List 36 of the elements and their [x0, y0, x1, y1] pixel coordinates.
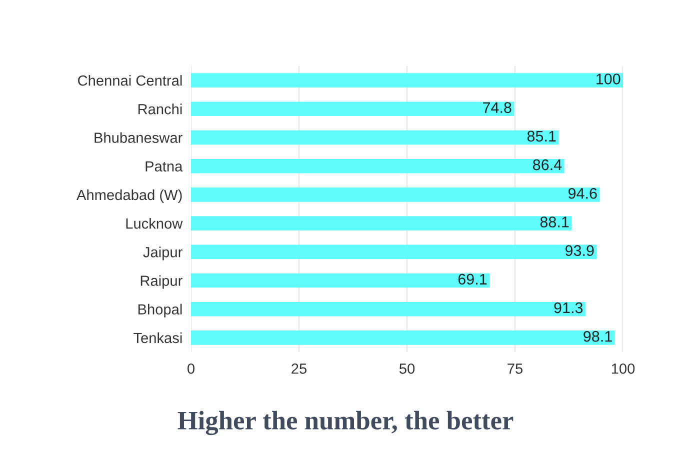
data-label: 98.1: [584, 330, 612, 342]
bar: [191, 73, 623, 88]
x-tick-label: 100: [612, 363, 635, 374]
x-tick-label: 50: [399, 363, 415, 374]
x-tick-label: 75: [508, 364, 522, 374]
bar: [191, 330, 615, 345]
y-tick-label: Lucknow: [126, 218, 183, 229]
bar: [191, 244, 597, 260]
bar: [191, 130, 559, 145]
bar: [191, 216, 572, 230]
data-label: 88.1: [540, 216, 569, 228]
y-tick-label: Ranchi: [138, 104, 182, 114]
bar: [191, 158, 564, 174]
bar: [191, 188, 600, 202]
x-tick-label: 25: [292, 363, 306, 374]
y-tick-label: Bhopal: [138, 304, 182, 318]
y-tick-label: Patna: [146, 161, 183, 172]
y-tick-label: Raipur: [140, 275, 182, 289]
data-label: 94.6: [568, 188, 597, 199]
y-tick-label: Chennai Central: [78, 75, 182, 86]
bar: [191, 102, 514, 116]
y-tick-label: Bhubaneswar: [94, 132, 182, 143]
text: Higher the number, the better: [178, 410, 514, 436]
data-label: 86.4: [533, 159, 562, 170]
data-label: 93.9: [565, 245, 594, 256]
bar: [191, 273, 490, 288]
x-tick-label: 0: [188, 363, 194, 374]
data-label: 100: [596, 74, 620, 84]
y-tick-label: Jaipur: [143, 246, 182, 260]
y-tick-label: Ahmedabad (W): [76, 189, 182, 204]
data-label: 85.1: [527, 130, 556, 142]
data-label: 74.8: [483, 102, 512, 113]
y-tick-label: Tenkasi: [134, 332, 182, 344]
bar: [191, 302, 586, 316]
data-label: 69.1: [458, 274, 487, 285]
data-label: 91.3: [554, 302, 583, 314]
